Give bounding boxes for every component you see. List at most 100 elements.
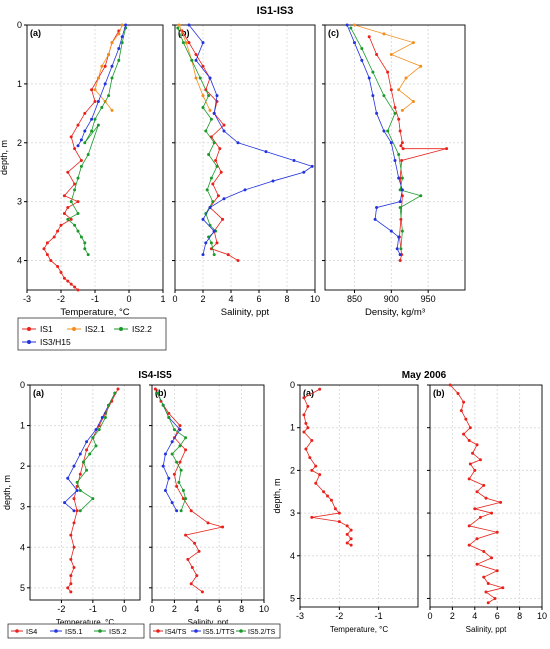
data-point [207,153,211,157]
data-point [205,188,209,192]
data-point [207,94,211,98]
series-line-profile [303,388,352,546]
data-point [212,111,216,115]
data-point [76,176,80,180]
data-point [110,64,114,68]
data-point [345,532,349,536]
data-point [467,439,471,442]
data-point [271,179,275,183]
data-point [226,253,230,257]
x-tick-label: 6 [217,604,222,614]
data-point [63,501,67,505]
data-point [49,259,53,263]
x-tick-label: 10 [310,294,320,304]
data-point [100,64,104,68]
series-line-is2-2 [67,27,126,255]
y-axis-label: depth, m [0,140,9,175]
y-tick-label: 0 [17,20,22,30]
data-point [389,141,393,145]
data-point [201,105,205,109]
group-title-may-2006: May 2006 [402,370,447,381]
data-point [66,170,70,174]
data-point [103,64,107,68]
data-point [198,76,202,80]
data-point [473,468,477,472]
data-point [206,521,210,525]
x-axis-label: Salinity, ppt [466,625,508,634]
data-point [399,144,403,148]
data-point [221,217,225,221]
data-point [187,41,191,45]
data-point [117,47,121,51]
data-point [161,464,165,468]
data-point [201,253,205,257]
data-point [411,100,415,104]
data-point [153,387,157,391]
data-point [181,41,185,45]
data-point [100,105,104,109]
x-tick-label: 2 [450,611,455,621]
data-point [79,235,83,239]
panel-top-c: 850 900 950 (c) Density, kg/m³ [322,23,466,318]
data-point [72,497,76,501]
data-point [83,247,87,251]
data-point [478,458,482,462]
data-point [478,515,482,519]
x-tick-label: 0 [427,611,432,621]
data-point [91,497,95,501]
data-point [467,543,471,547]
data-point [90,88,94,92]
data-point [475,537,479,541]
data-point [310,439,314,442]
data-point [189,509,193,513]
data-point [486,582,490,586]
data-point [201,94,205,98]
data-point [90,129,94,133]
data-point [113,391,117,395]
y-axis-label: depth, m [2,475,12,510]
y-tick-label: 3 [290,508,295,518]
x-axis-label: Salinity, ppt [188,618,230,627]
legend-swatch-is3-h15 [27,340,31,344]
series-line-is2-1 [354,24,422,111]
data-point [212,229,216,233]
x-tick-label: 0 [122,604,127,614]
x-axis-label: Temperature, °C [60,307,129,318]
data-point [170,440,174,444]
data-point [398,129,402,133]
data-point [486,601,490,605]
data-point [393,158,397,162]
data-point [209,176,213,180]
data-point [395,247,399,251]
data-point [195,574,199,578]
x-axis-label: Density, kg/m³ [365,307,425,318]
legend-label-is1: IS1 [40,324,53,334]
data-point [208,76,212,80]
data-point [400,108,404,112]
data-point [398,188,402,192]
data-point [397,235,401,239]
data-point [306,404,310,408]
x-tick-label: 0 [172,294,177,304]
plot-frame [299,384,419,608]
data-point [83,241,87,245]
y-tick-label: 0 [290,380,295,390]
panel-label: (b) [178,28,190,38]
data-point [371,94,375,98]
data-point [59,270,63,274]
x-tick-label: 900 [384,294,399,304]
panel-label: (a) [30,28,41,38]
data-point [475,562,479,566]
data-point [349,528,353,532]
legend-label-is4: IS4 [26,627,37,636]
data-point [124,23,128,27]
data-point [175,484,179,488]
data-point [176,26,180,30]
data-point [367,76,371,80]
data-point [302,396,306,400]
data-point [69,533,73,537]
data-point [467,477,471,481]
data-point [345,524,349,528]
data-point [85,468,89,472]
